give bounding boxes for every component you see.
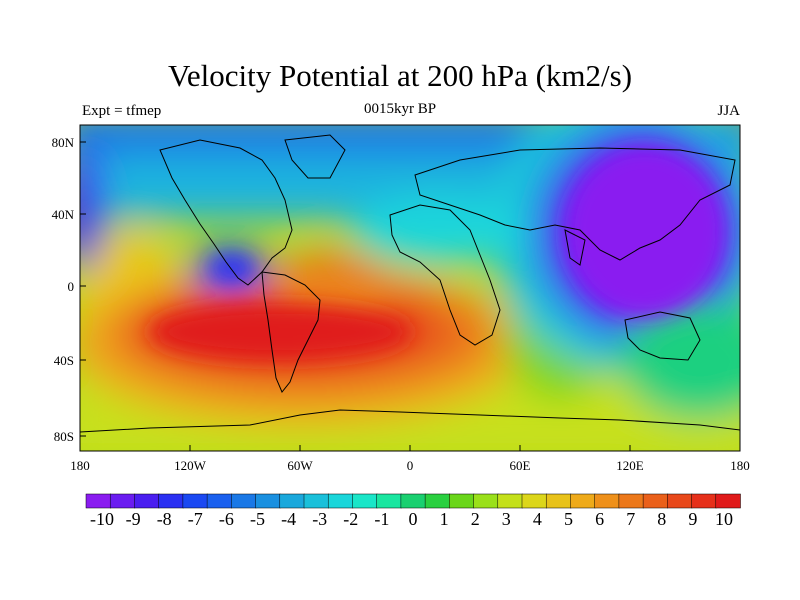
colorbar-tick-label: -2: [343, 509, 358, 529]
lat-tick-label: 40N: [52, 207, 75, 222]
colorbar-tick-label: 0: [409, 509, 418, 529]
lat-axis: 80N 40N 0 40S 80S: [52, 135, 86, 444]
lat-tick-label: 0: [68, 279, 75, 294]
lon-tick-label: 180: [730, 458, 750, 473]
colorbar-tick-label: 1: [440, 509, 449, 529]
colorbar-tick-label: -9: [126, 509, 141, 529]
lon-axis: 180 120W 60W 0 60E 120E 180: [70, 445, 750, 473]
colorbar-tick-label: -1: [374, 509, 389, 529]
colorbar-tick-label: 9: [688, 509, 697, 529]
colorbar-tick-label: -5: [250, 509, 265, 529]
colorbar-swatch: [618, 493, 644, 509]
colorbar-swatch: [376, 493, 402, 509]
colorbar: [85, 493, 741, 509]
colorbar-tick-label: 6: [595, 509, 604, 529]
colorbar-tick-label: 2: [471, 509, 480, 529]
colorbar-tick-label: 10: [715, 509, 733, 529]
colorbar-tick-label: -6: [219, 509, 234, 529]
colorbar-tick-label: -3: [312, 509, 327, 529]
coastlines: [80, 134, 740, 433]
colorbar-swatch: [206, 493, 233, 509]
colorbar-swatch: [85, 493, 111, 509]
colorbar-swatch: [715, 493, 741, 509]
colorbar-swatch: [497, 493, 523, 509]
colorbar-swatch: [449, 493, 475, 509]
lat-tick-label: 80N: [52, 135, 75, 150]
velocity-potential-field: [80, 125, 740, 451]
lon-tick-label: 120W: [174, 458, 207, 473]
colorbar-tick-label: 5: [564, 509, 573, 529]
colorbar-swatch: [570, 493, 596, 509]
colorbar-swatch: [691, 493, 717, 509]
colorbar-tick-label: 3: [502, 509, 511, 529]
colorbar-swatch: [594, 493, 620, 509]
time-label: 0015kyr BP: [363, 101, 437, 117]
colorbar-swatch: [327, 493, 354, 509]
colorbar-swatch: [303, 493, 329, 509]
colorbar-swatch: [134, 493, 160, 509]
lat-tick-label: 40S: [54, 353, 74, 368]
colorbar-swatch: [231, 493, 257, 509]
colorbar-swatch: [182, 493, 208, 509]
colorbar-tick-label: -10: [90, 509, 114, 529]
season-label: JJA: [717, 103, 740, 119]
map-title: Velocity Potential at 200 hPa (km2/s): [167, 58, 633, 93]
lon-tick-label: 180: [70, 458, 90, 473]
colorbar-swatch: [158, 493, 184, 509]
colorbar-swatch: [473, 493, 499, 509]
lon-tick-label: 60E: [510, 458, 531, 473]
experiment-label: Expt = tfmep: [82, 103, 162, 119]
colorbar-swatch: [545, 493, 572, 509]
lon-tick-label: 0: [407, 458, 414, 473]
lat-tick-label: 80S: [54, 429, 74, 444]
lon-tick-label: 60W: [287, 458, 313, 473]
colorbar-swatch: [255, 493, 281, 509]
colorbar-swatch: [109, 493, 136, 509]
colorbar-swatch: [279, 493, 305, 509]
colorbar-swatch: [424, 493, 451, 509]
colorbar-labels: -10 -9 -8 -7 -6 -5 -4 -3 -2 -1 0 1 2 3 4 5 6 7 8 9 10: [90, 509, 733, 529]
colorbar-tick-label: 8: [657, 509, 666, 529]
colorbar-tick-label: -4: [281, 509, 296, 529]
colorbar-swatch: [521, 493, 547, 509]
colorbar-swatch: [667, 493, 693, 509]
colorbar-tick-label: 7: [626, 509, 635, 529]
colorbar-tick-label: -8: [157, 509, 172, 529]
lon-tick-label: 120E: [616, 458, 644, 473]
colorbar-swatch: [642, 493, 669, 509]
colorbar-swatch: [400, 493, 426, 509]
colorbar-tick-label: 4: [533, 509, 542, 529]
colorbar-swatch: [352, 493, 378, 509]
colorbar-tick-label: -7: [188, 509, 203, 529]
